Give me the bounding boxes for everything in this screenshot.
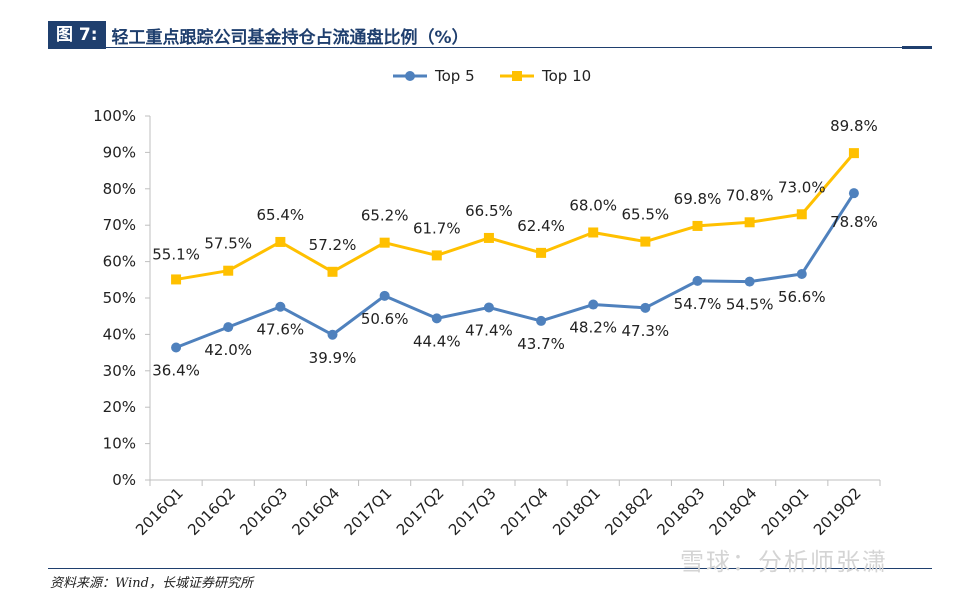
data-point-top10 xyxy=(640,236,651,247)
x-tick-label: 2019Q2 xyxy=(810,484,865,539)
data-label-top10: 57.2% xyxy=(309,236,357,254)
data-label-top5: 43.7% xyxy=(517,335,565,353)
data-label-top10: 66.5% xyxy=(465,202,513,220)
legend-label-top10: Top 10 xyxy=(541,67,591,85)
data-point-top5 xyxy=(275,301,286,312)
data-label-top5: 42.0% xyxy=(204,341,252,359)
data-label-top10: 69.8% xyxy=(674,190,722,208)
x-tick-label: 2017Q1 xyxy=(341,484,396,539)
data-label-top5: 47.3% xyxy=(622,322,670,340)
data-label-top10: 68.0% xyxy=(569,196,617,214)
series-line-top5 xyxy=(175,192,856,349)
y-tick-label: 40% xyxy=(103,325,136,343)
series-line-top10 xyxy=(175,152,856,281)
data-label-top10: 61.7% xyxy=(413,219,461,237)
x-tick-label: 2019Q1 xyxy=(758,484,813,539)
data-point-top5 xyxy=(223,322,234,333)
data-point-top10 xyxy=(796,209,807,220)
data-point-top10 xyxy=(744,217,755,228)
data-label-top10: 73.0% xyxy=(778,178,826,196)
data-label-top10: 70.8% xyxy=(726,186,774,204)
data-point-top10 xyxy=(379,237,390,248)
y-tick-label: 90% xyxy=(103,143,136,161)
source-note: 资料来源：Wind，长城证券研究所 xyxy=(50,576,253,591)
figure-title: 轻工重点跟踪公司基金持仓占流通盘比例（%） xyxy=(111,27,469,48)
y-tick-label: 50% xyxy=(103,289,136,307)
y-tick-label: 70% xyxy=(103,216,136,234)
data-point-top5 xyxy=(483,302,494,313)
data-point-top5 xyxy=(640,302,651,313)
data-label-top10: 65.2% xyxy=(361,207,409,225)
legend-marker-top5 xyxy=(405,71,415,81)
legend-marker-top10 xyxy=(512,71,522,81)
data-point-top10 xyxy=(588,227,599,238)
data-label-top10: 55.1% xyxy=(152,245,200,263)
data-point-top5 xyxy=(796,268,807,279)
data-label-top10: 65.5% xyxy=(622,206,670,224)
data-point-top5 xyxy=(692,275,703,286)
y-tick-label: 0% xyxy=(112,471,136,489)
data-point-top5 xyxy=(327,329,338,340)
data-point-top5 xyxy=(744,276,755,287)
data-label-top10: 65.4% xyxy=(257,206,305,224)
legend-label-top5: Top 5 xyxy=(434,67,475,85)
data-point-top5 xyxy=(431,313,442,324)
title-divider xyxy=(48,47,932,48)
data-label-top5: 47.6% xyxy=(257,321,305,339)
y-tick-label: 80% xyxy=(103,180,136,198)
x-tick-label: 2017Q2 xyxy=(393,484,448,539)
data-point-top5 xyxy=(848,188,859,199)
y-tick-label: 10% xyxy=(103,435,136,453)
data-label-top5: 48.2% xyxy=(569,319,617,337)
x-tick-label: 2016Q3 xyxy=(236,484,291,539)
data-point-top10 xyxy=(536,247,547,258)
data-label-top5: 56.6% xyxy=(778,288,826,306)
data-point-top5 xyxy=(588,299,599,310)
figure-label: 图 7: xyxy=(48,21,106,49)
data-label-top5: 36.4% xyxy=(152,362,200,380)
x-tick-label: 2017Q4 xyxy=(497,484,552,539)
data-point-top10 xyxy=(848,148,859,159)
data-point-top10 xyxy=(431,250,442,261)
x-tick-label: 2018Q1 xyxy=(549,484,604,539)
y-tick-label: 60% xyxy=(103,253,136,271)
x-tick-label: 2016Q2 xyxy=(184,484,239,539)
data-point-top10 xyxy=(327,266,338,277)
data-label-top10: 62.4% xyxy=(517,217,565,235)
x-tick-label: 2017Q3 xyxy=(445,484,500,539)
data-label-top5: 54.5% xyxy=(726,296,774,314)
x-tick-label: 2018Q3 xyxy=(654,484,709,539)
data-point-top10 xyxy=(483,232,494,243)
data-label-top5: 44.4% xyxy=(413,332,461,350)
y-tick-label: 100% xyxy=(93,107,136,125)
data-label-top5: 47.4% xyxy=(465,321,513,339)
y-tick-label: 20% xyxy=(103,398,136,416)
data-point-top5 xyxy=(379,290,390,301)
data-label-top10: 89.8% xyxy=(830,117,878,135)
y-tick-label: 30% xyxy=(103,362,136,380)
x-tick-label: 2016Q4 xyxy=(289,484,344,539)
x-tick-label: 2018Q4 xyxy=(706,484,761,539)
data-point-top10 xyxy=(692,220,703,231)
data-label-top5: 54.7% xyxy=(674,295,722,313)
data-label-top5: 50.6% xyxy=(361,310,409,328)
data-label-top5: 39.9% xyxy=(309,349,357,367)
title-divider-accent xyxy=(902,46,932,49)
data-point-top5 xyxy=(171,342,182,353)
data-point-top10 xyxy=(275,236,286,247)
data-label-top10: 57.5% xyxy=(204,235,252,253)
data-point-top10 xyxy=(171,274,182,285)
x-tick-label: 2018Q2 xyxy=(601,484,656,539)
data-point-top10 xyxy=(223,265,234,276)
footer-divider xyxy=(48,568,932,569)
figure-title-bar: 图 7: 轻工重点跟踪公司基金持仓占流通盘比例（%） xyxy=(48,20,469,50)
data-label-top5: 78.8% xyxy=(830,213,878,231)
watermark: 雪球：分析师张潇 xyxy=(680,548,888,576)
data-point-top5 xyxy=(536,315,547,326)
x-tick-label: 2016Q1 xyxy=(132,484,187,539)
